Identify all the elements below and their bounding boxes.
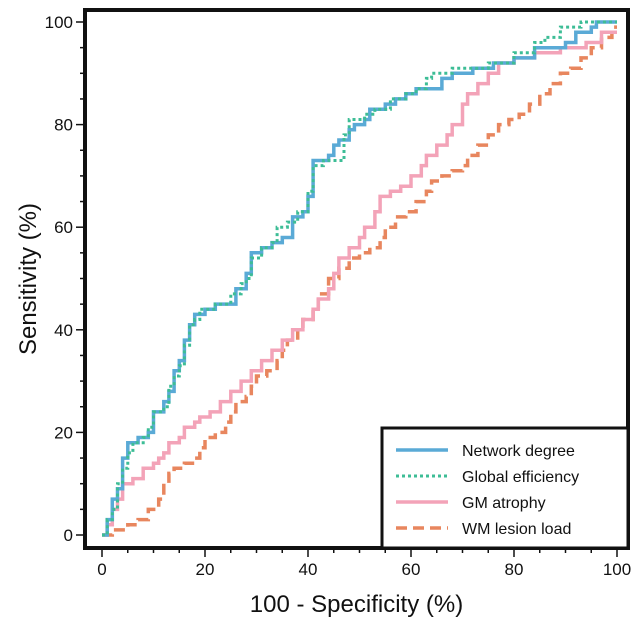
x-tick-label: 0 — [97, 560, 106, 579]
y-tick-label: 40 — [54, 321, 73, 340]
roc-curves — [102, 20, 617, 537]
x-tick-label: 100 — [603, 560, 631, 579]
series-line-global-efficiency — [102, 20, 617, 537]
legend-label: Network degree — [462, 443, 575, 460]
x-tick-label: 80 — [505, 560, 524, 579]
plot-frame — [83, 8, 630, 550]
y-axis-title: Sensitivity (%) — [15, 203, 42, 355]
legend: Network degree Global efficiency GM atroph… — [380, 426, 630, 550]
y-tick-label: 60 — [54, 218, 73, 237]
y-tick-label: 80 — [54, 116, 73, 135]
series-line-gm-atrophy — [102, 30, 617, 537]
axis-tick-labels: 0 20 40 60 80 100 0 20 40 60 80 100 — [45, 13, 632, 579]
y-tick-label: 0 — [64, 526, 73, 545]
x-tick-label: 40 — [299, 560, 318, 579]
legend-label: Global efficiency — [462, 469, 579, 486]
x-axis-title: 100 - Specificity (%) — [250, 591, 463, 618]
y-tick-label: 100 — [45, 13, 73, 32]
x-tick-label: 60 — [402, 560, 421, 579]
legend-label: WM lesion load — [462, 521, 571, 538]
x-tick-label: 20 — [196, 560, 215, 579]
legend-label: GM atrophy — [462, 495, 546, 512]
y-tick-label: 20 — [54, 423, 73, 442]
